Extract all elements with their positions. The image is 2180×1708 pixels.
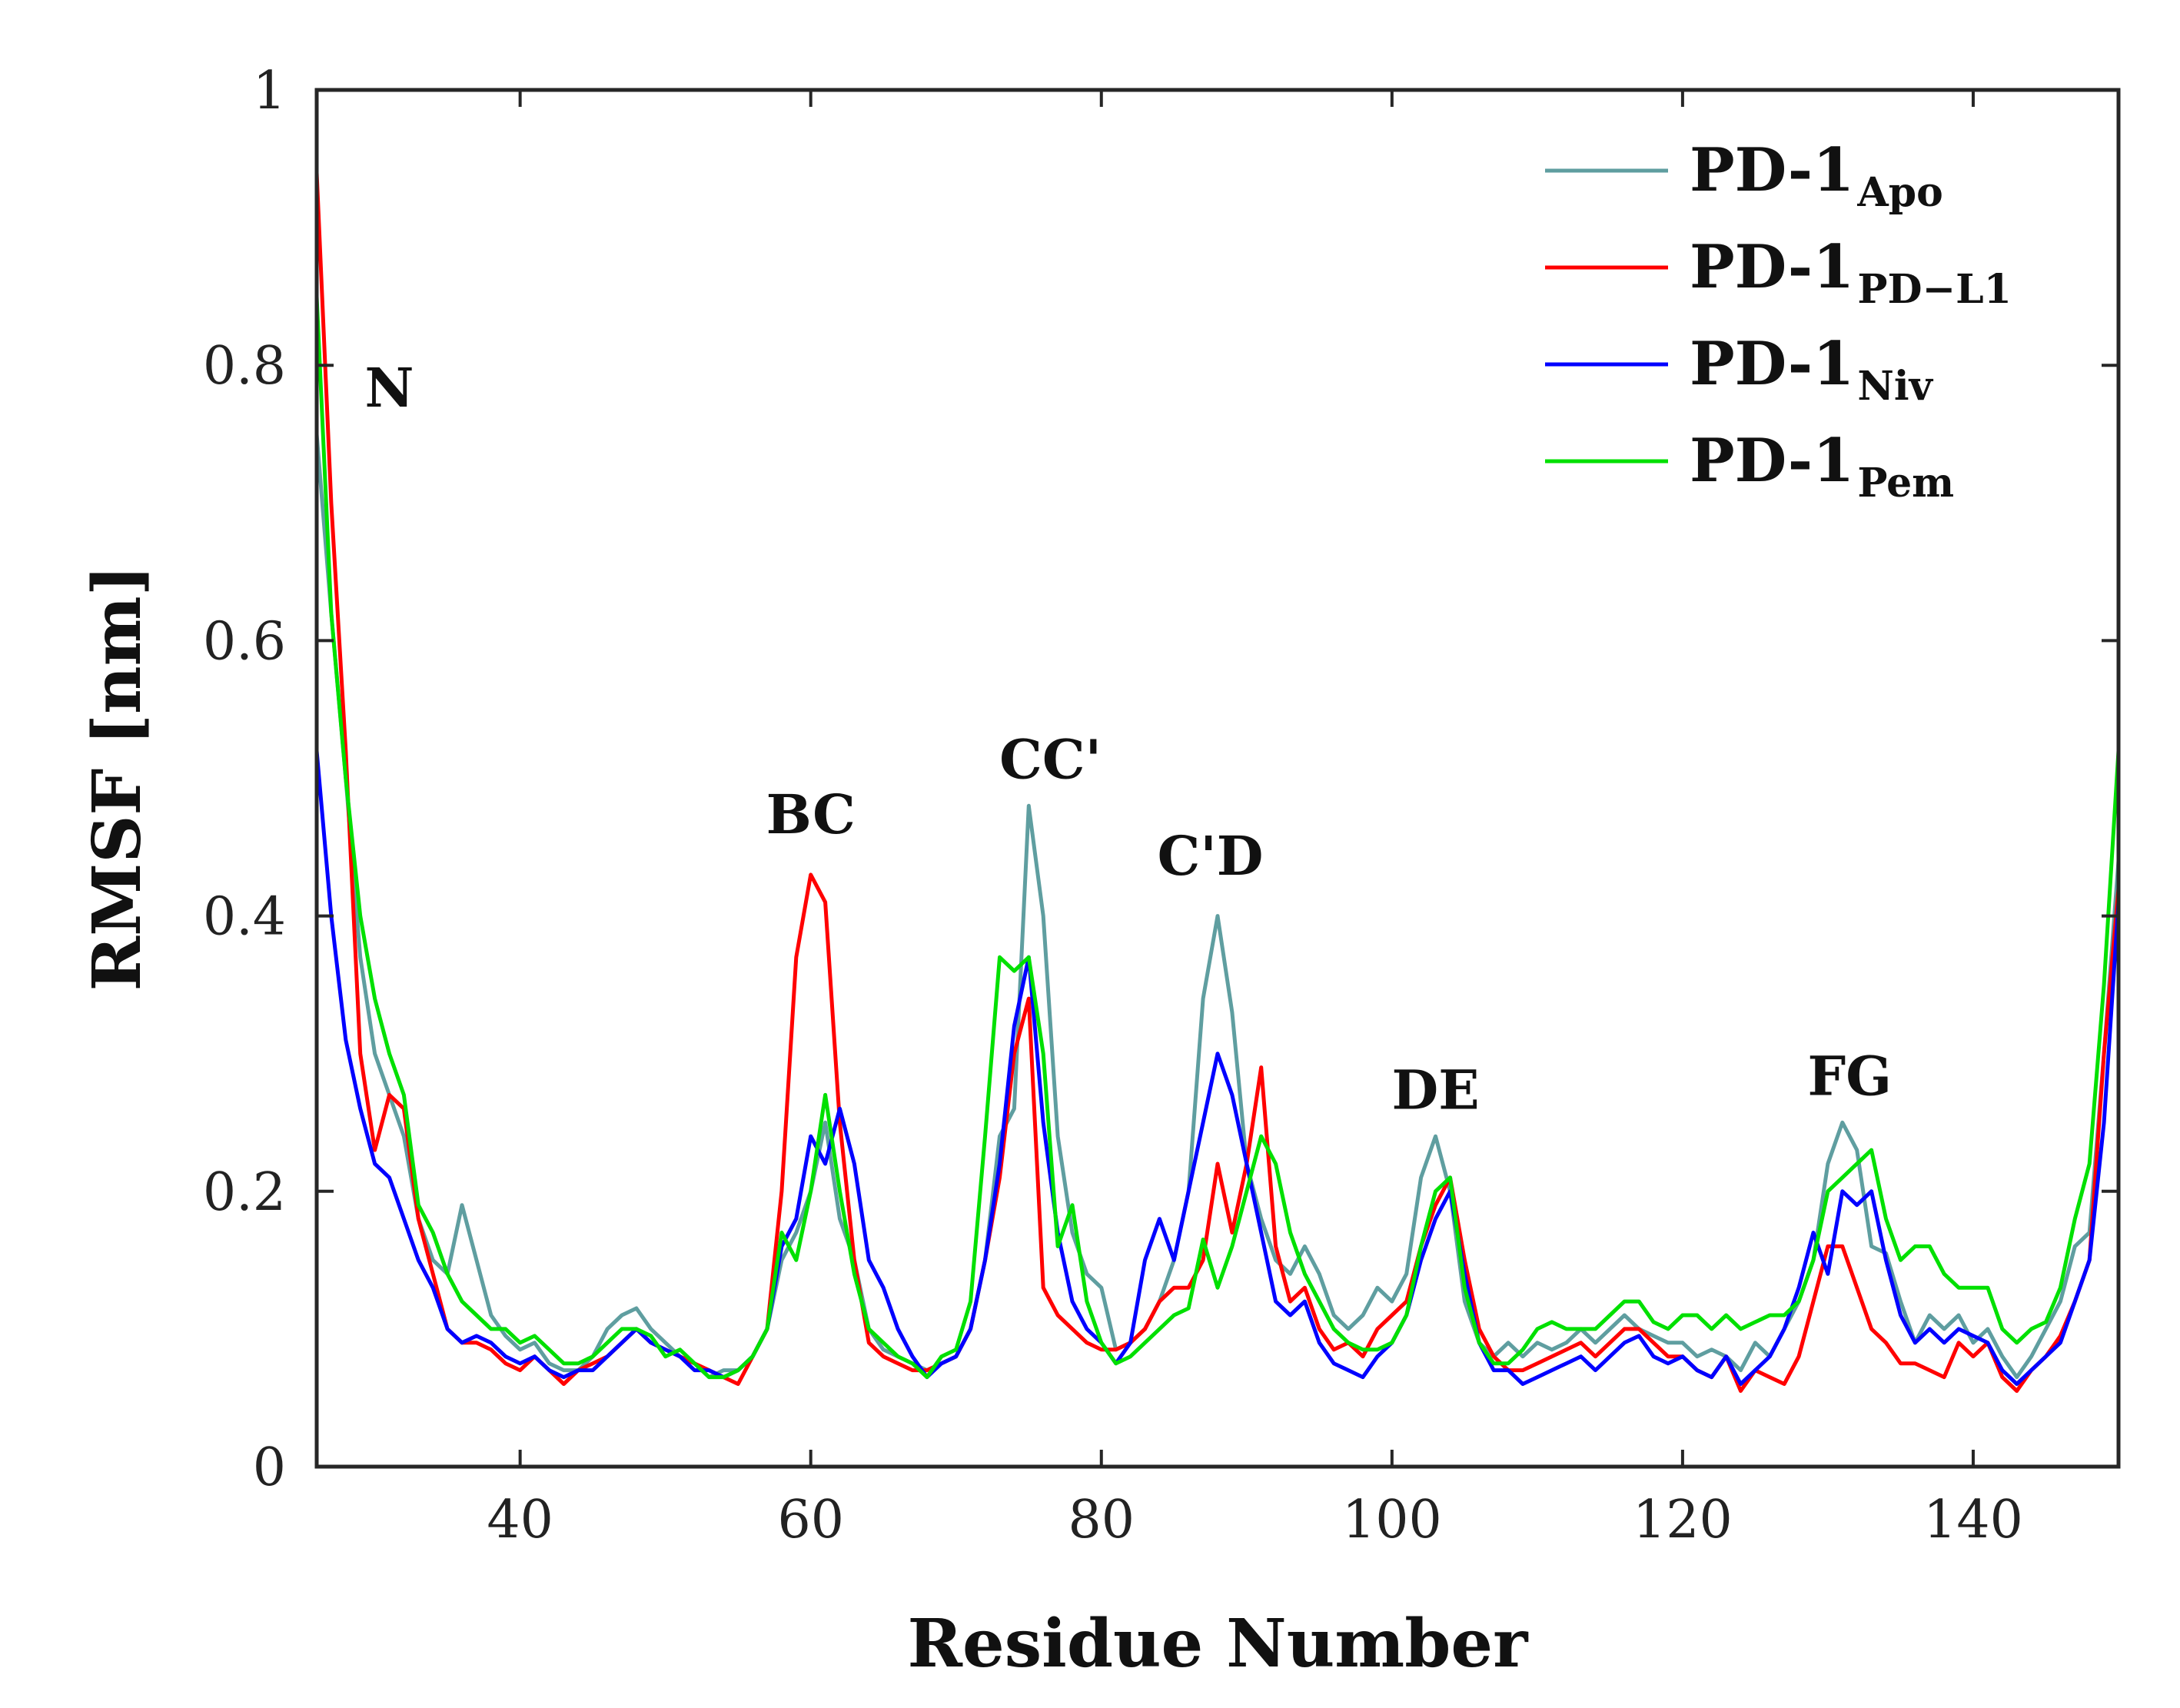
legend-entry: PD-1Niv <box>1690 329 1934 410</box>
y-tick-label: 0.2 <box>203 1162 286 1223</box>
y-axis-title: RMSF [nm] <box>78 565 156 992</box>
annotation-cc: CC' <box>999 728 1102 792</box>
series-line-pem <box>314 296 2121 1380</box>
x-tick-label: 80 <box>1068 1490 1135 1550</box>
legend-entry: PD-1PD−L1 <box>1690 232 2012 313</box>
legend-entry: PD-1Apo <box>1690 135 1943 216</box>
y-tick-label: 0.8 <box>203 336 286 397</box>
legend: PD-1Apo PD-1PD−L1 PD-1Niv PD-1Pem <box>1545 135 2012 507</box>
annotation-fg: FG <box>1808 1044 1892 1108</box>
x-tick-label: 40 <box>487 1490 553 1550</box>
series-layer <box>314 172 2121 1393</box>
x-tick-label: 120 <box>1633 1490 1733 1550</box>
ticks-layer: 40 60 80 100 120 140 0 0.2 0.4 0.6 0.8 1 <box>203 61 2119 1550</box>
x-tick-label: 100 <box>1342 1490 1442 1550</box>
x-tick-label: 140 <box>1923 1490 2023 1550</box>
x-tick-label: 60 <box>777 1490 844 1550</box>
legend-entry: PD-1Pem <box>1690 426 1954 507</box>
y-tick-label: 0.6 <box>203 611 286 672</box>
x-axis-title: Residue Number <box>908 1605 1530 1683</box>
y-tick-label: 0.4 <box>203 887 286 948</box>
annotation-cd: C'D <box>1158 824 1264 888</box>
y-tick-label: 1 <box>253 61 286 121</box>
annotation-n: N <box>365 356 414 420</box>
annotation-de: DE <box>1392 1058 1480 1121</box>
y-tick-label: 0 <box>253 1437 286 1498</box>
annotation-bc: BC <box>766 783 856 846</box>
plot-area-frame <box>314 88 2121 1469</box>
annotation-layer: N BC CC' C'D DE FG <box>365 356 1893 1121</box>
